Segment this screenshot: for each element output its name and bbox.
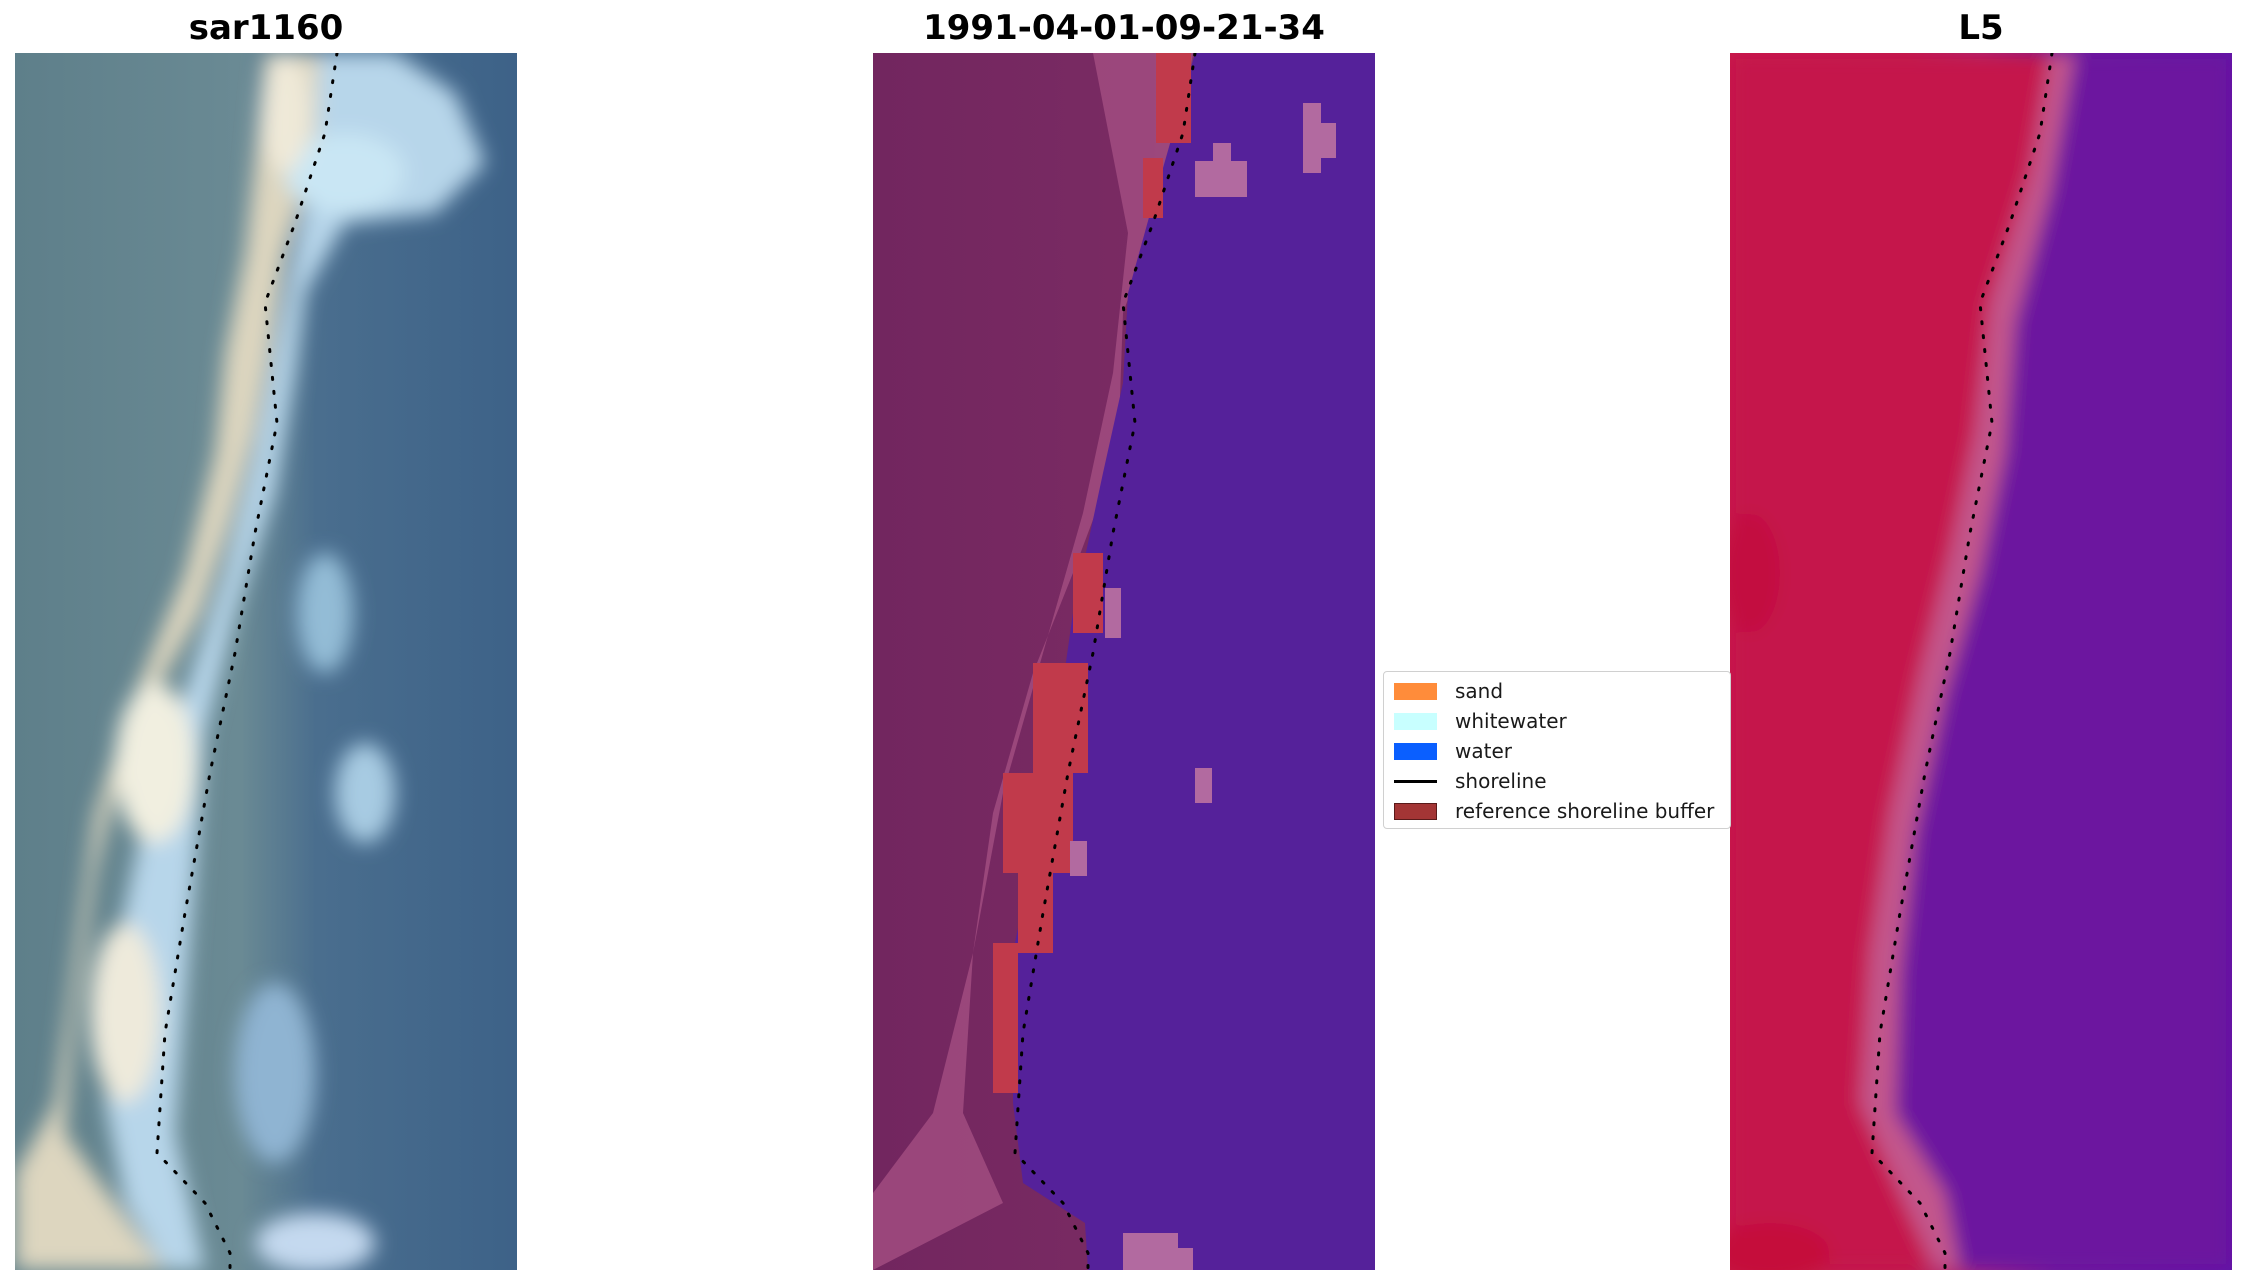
panel-title-classification: 1991-04-01-09-21-34 <box>923 8 1325 48</box>
legend-item-sand: sand <box>1394 678 1503 704</box>
index-image-panel <box>1730 53 2232 1270</box>
legend-swatch-sand <box>1394 682 1437 700</box>
legend-label-water: water <box>1455 739 1512 763</box>
legend-swatch-buffer <box>1394 802 1437 820</box>
legend-item-water: water <box>1394 738 1512 764</box>
legend-label-sand: sand <box>1455 679 1504 703</box>
rgb-image-panel <box>15 53 517 1270</box>
panel-title-rgb: sar1160 <box>188 8 344 48</box>
classification-panel <box>873 53 1375 1270</box>
legend-item-shoreline: shoreline <box>1394 768 1547 794</box>
panel-title-index: L5 <box>1958 8 2004 48</box>
legend-item-buffer: reference shoreline buffer <box>1394 798 1714 824</box>
legend-item-whitewater: whitewater <box>1394 708 1567 734</box>
legend: sand whitewater water shoreline referenc… <box>1383 671 1731 829</box>
legend-swatch-whitewater <box>1394 712 1437 730</box>
legend-label-whitewater: whitewater <box>1455 709 1567 733</box>
legend-label-shoreline: shoreline <box>1455 769 1547 793</box>
legend-line-shoreline <box>1394 779 1437 783</box>
legend-label-buffer: reference shoreline buffer <box>1455 799 1715 823</box>
legend-swatch-water <box>1394 742 1437 760</box>
